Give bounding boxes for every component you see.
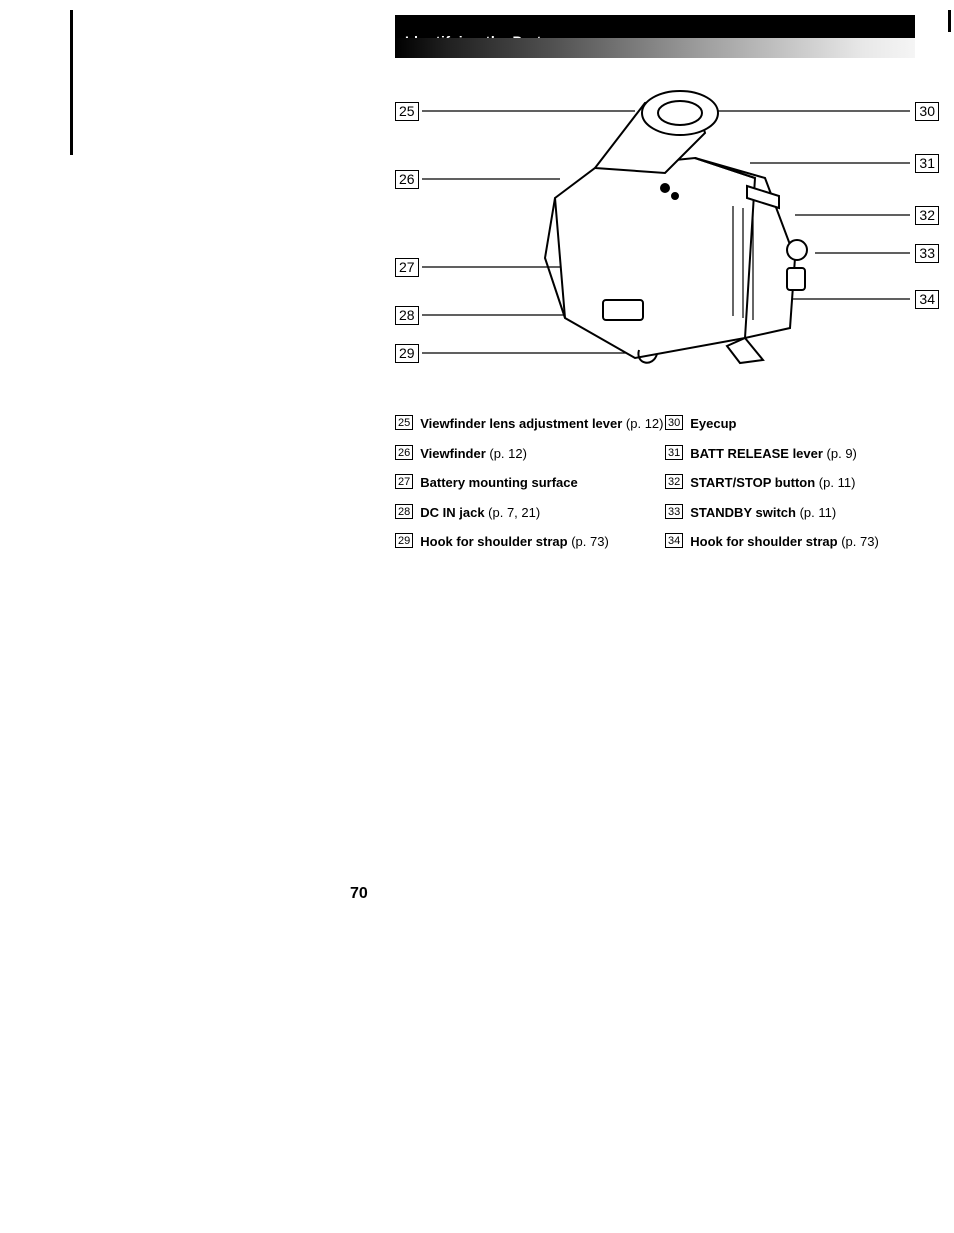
parts-list-item: 27 Battery mounting surface: [395, 474, 665, 492]
parts-list-item-label: START/STOP button: [690, 475, 815, 490]
parts-list-item-pageref: (p. 73): [838, 534, 879, 549]
parts-list-item: 33 STANDBY switch (p. 11): [665, 504, 935, 522]
parts-list-item-number: 31: [665, 445, 683, 460]
callout-box: 28: [395, 306, 419, 325]
parts-list-left-column: 25 Viewfinder lens adjustment lever (p. 1…: [395, 415, 665, 563]
parts-list-item-number: 32: [665, 474, 683, 489]
parts-list-item-number: 26: [395, 445, 413, 460]
callout-box: 31: [915, 154, 939, 173]
parts-list-item-pageref: (p. 11): [796, 505, 836, 520]
parts-list-item-pageref: (p. 12): [622, 416, 663, 431]
parts-list-item: 34 Hook for shoulder strap (p. 73): [665, 533, 935, 551]
parts-list-item: 29 Hook for shoulder strap (p. 73): [395, 533, 665, 551]
parts-list-item-pageref: (p. 9): [823, 446, 857, 461]
callout-box: 26: [395, 170, 419, 189]
parts-list-item-body: Hook for shoulder strap (p. 73): [420, 533, 665, 551]
parts-list-item-label: Battery mounting surface: [420, 475, 577, 490]
parts-list-item-body: START/STOP button (p. 11): [690, 474, 935, 492]
parts-list-item-number: 27: [395, 474, 413, 489]
parts-figure: 25 26 27 28 29 30 31 32 33 34: [395, 78, 939, 378]
parts-list-item-number: 30: [665, 415, 683, 430]
parts-list-item-label: Eyecup: [690, 416, 736, 431]
parts-list-item-body: STANDBY switch (p. 11): [690, 504, 935, 522]
parts-list: 25 Viewfinder lens adjustment lever (p. 1…: [395, 415, 939, 563]
parts-list-item-number: 33: [665, 504, 683, 519]
right-crop-mark: [948, 10, 951, 32]
parts-list-item-number: 34: [665, 533, 683, 548]
parts-list-item-body: BATT RELEASE lever (p. 9): [690, 445, 935, 463]
left-margin-rule: [70, 10, 73, 155]
parts-list-item-body: Viewfinder (p. 12): [420, 445, 665, 463]
parts-list-item-label: STANDBY switch: [690, 505, 796, 520]
parts-list-item: 31 BATT RELEASE lever (p. 9): [665, 445, 935, 463]
parts-list-item: 30 Eyecup: [665, 415, 935, 433]
page-root: Identifying the Parts: [0, 0, 954, 1233]
parts-list-item-label: DC IN jack: [420, 505, 484, 520]
parts-list-item-label: Hook for shoulder strap: [690, 534, 837, 549]
parts-list-item-number: 25: [395, 415, 413, 430]
parts-list-item-label: Viewfinder lens adjustment lever: [420, 416, 622, 431]
parts-list-item: 28 DC IN jack (p. 7, 21): [395, 504, 665, 522]
callout-box: 32: [915, 206, 939, 225]
parts-list-item-label: BATT RELEASE lever: [690, 446, 823, 461]
parts-list-item-number: 29: [395, 533, 413, 548]
parts-list-item-body: Hook for shoulder strap (p. 73): [690, 533, 935, 551]
parts-list-item-body: Eyecup: [690, 415, 935, 433]
callout-box: 30: [915, 102, 939, 121]
parts-list-item-pageref: (p. 73): [568, 534, 609, 549]
parts-list-item-label: Hook for shoulder strap: [420, 534, 567, 549]
parts-list-item-body: DC IN jack (p. 7, 21): [420, 504, 665, 522]
parts-list-item-number: 28: [395, 504, 413, 519]
parts-list-item-pageref: (p. 11): [815, 475, 855, 490]
parts-list-item: 25 Viewfinder lens adjustment lever (p. 1…: [395, 415, 665, 433]
parts-list-item-pageref: (p. 12): [486, 446, 527, 461]
parts-list-item-body: Battery mounting surface: [420, 474, 665, 492]
callout-box: 29: [395, 344, 419, 363]
callout-box: 25: [395, 102, 419, 121]
parts-list-item-label: Viewfinder: [420, 446, 486, 461]
callout-box: 27: [395, 258, 419, 277]
parts-list-item: 32 START/STOP button (p. 11): [665, 474, 935, 492]
section-header-gradient: [395, 38, 915, 58]
page-number: 70: [350, 885, 368, 903]
callout-box: 33: [915, 244, 939, 263]
parts-list-item-pageref: (p. 7, 21): [485, 505, 541, 520]
parts-list-item: 26 Viewfinder (p. 12): [395, 445, 665, 463]
camera-diagram-svg: [395, 78, 939, 378]
parts-list-right-column: 30 Eyecup 31 BATT RELEASE lever (p. 9) 32 STA…: [665, 415, 935, 563]
parts-list-item-body: Viewfinder lens adjustment lever (p. 12): [420, 415, 665, 433]
callout-box: 34: [915, 290, 939, 309]
